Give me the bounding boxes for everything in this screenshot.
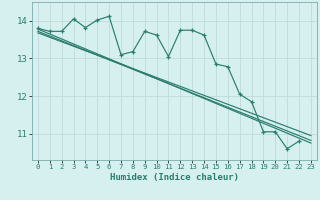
X-axis label: Humidex (Indice chaleur): Humidex (Indice chaleur) [110, 173, 239, 182]
